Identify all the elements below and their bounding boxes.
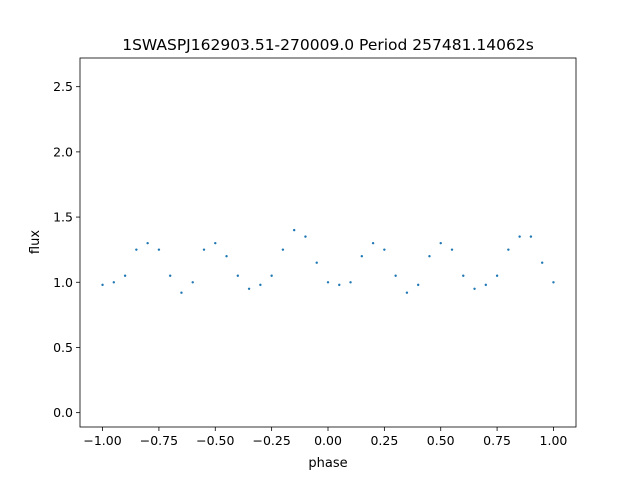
data-point <box>552 281 555 284</box>
data-point <box>202 248 206 251</box>
data-point <box>180 291 183 294</box>
data-point <box>146 241 149 245</box>
data-point <box>416 283 420 287</box>
data-point <box>462 274 465 277</box>
x-tick-label: 0.75 <box>483 433 511 448</box>
x-axis: −1.00 −0.75 −0.50 −0.25 0.00 0.25 0.50 0.75 1.00 <box>83 427 567 448</box>
y-tick-label: 0.0 <box>53 405 73 420</box>
data-point <box>439 241 442 245</box>
data-point <box>168 274 172 277</box>
scatter-points <box>101 228 555 294</box>
data-point <box>191 281 194 284</box>
data-point <box>157 248 161 251</box>
x-tick-label: 0.25 <box>370 433 398 448</box>
data-point <box>495 274 499 277</box>
data-point <box>507 248 510 251</box>
y-tick-label: 0.5 <box>53 340 73 355</box>
y-tick-label: 1.0 <box>53 275 73 290</box>
y-tick-label: 2.5 <box>53 79 73 94</box>
data-point <box>326 281 330 284</box>
data-point <box>484 283 488 287</box>
x-tick-label: 0.50 <box>427 433 455 448</box>
x-axis-label: phase <box>308 456 347 471</box>
data-point <box>292 228 296 232</box>
data-point <box>540 261 544 264</box>
data-point <box>473 287 476 290</box>
data-point <box>383 248 386 251</box>
data-point <box>123 274 127 277</box>
data-point <box>112 281 116 284</box>
data-point <box>236 274 240 277</box>
data-point <box>338 283 341 287</box>
data-point <box>518 235 521 238</box>
x-tick-label: −0.25 <box>252 433 290 448</box>
data-point <box>315 261 318 264</box>
data-point <box>371 241 375 245</box>
y-axis-label: flux <box>28 230 43 254</box>
data-point <box>450 248 454 251</box>
data-point <box>428 254 431 258</box>
data-point <box>214 241 217 245</box>
x-tick-label: 1.00 <box>540 433 568 448</box>
x-tick-label: −1.00 <box>83 433 121 448</box>
x-tick-label: 0.00 <box>314 433 342 448</box>
data-point <box>281 248 285 251</box>
data-point <box>101 283 104 287</box>
data-point <box>247 287 251 290</box>
data-point <box>270 274 273 277</box>
data-point <box>304 235 307 238</box>
data-point <box>405 291 409 294</box>
y-tick-label: 1.5 <box>53 210 73 225</box>
chart-title: 1SWASPJ162903.51-270009.0 Period 257481.… <box>122 36 534 54</box>
data-point <box>529 235 533 238</box>
x-tick-label: −0.50 <box>196 433 234 448</box>
y-axis: 0.0 0.5 1.0 1.5 2.0 2.5 <box>53 79 80 420</box>
data-point <box>225 254 228 258</box>
x-tick-label: −0.75 <box>140 433 178 448</box>
data-point <box>349 281 352 284</box>
data-point <box>259 283 262 287</box>
data-point <box>360 254 364 258</box>
data-point <box>135 248 138 251</box>
data-point <box>394 274 397 277</box>
y-tick-label: 2.0 <box>53 144 73 159</box>
